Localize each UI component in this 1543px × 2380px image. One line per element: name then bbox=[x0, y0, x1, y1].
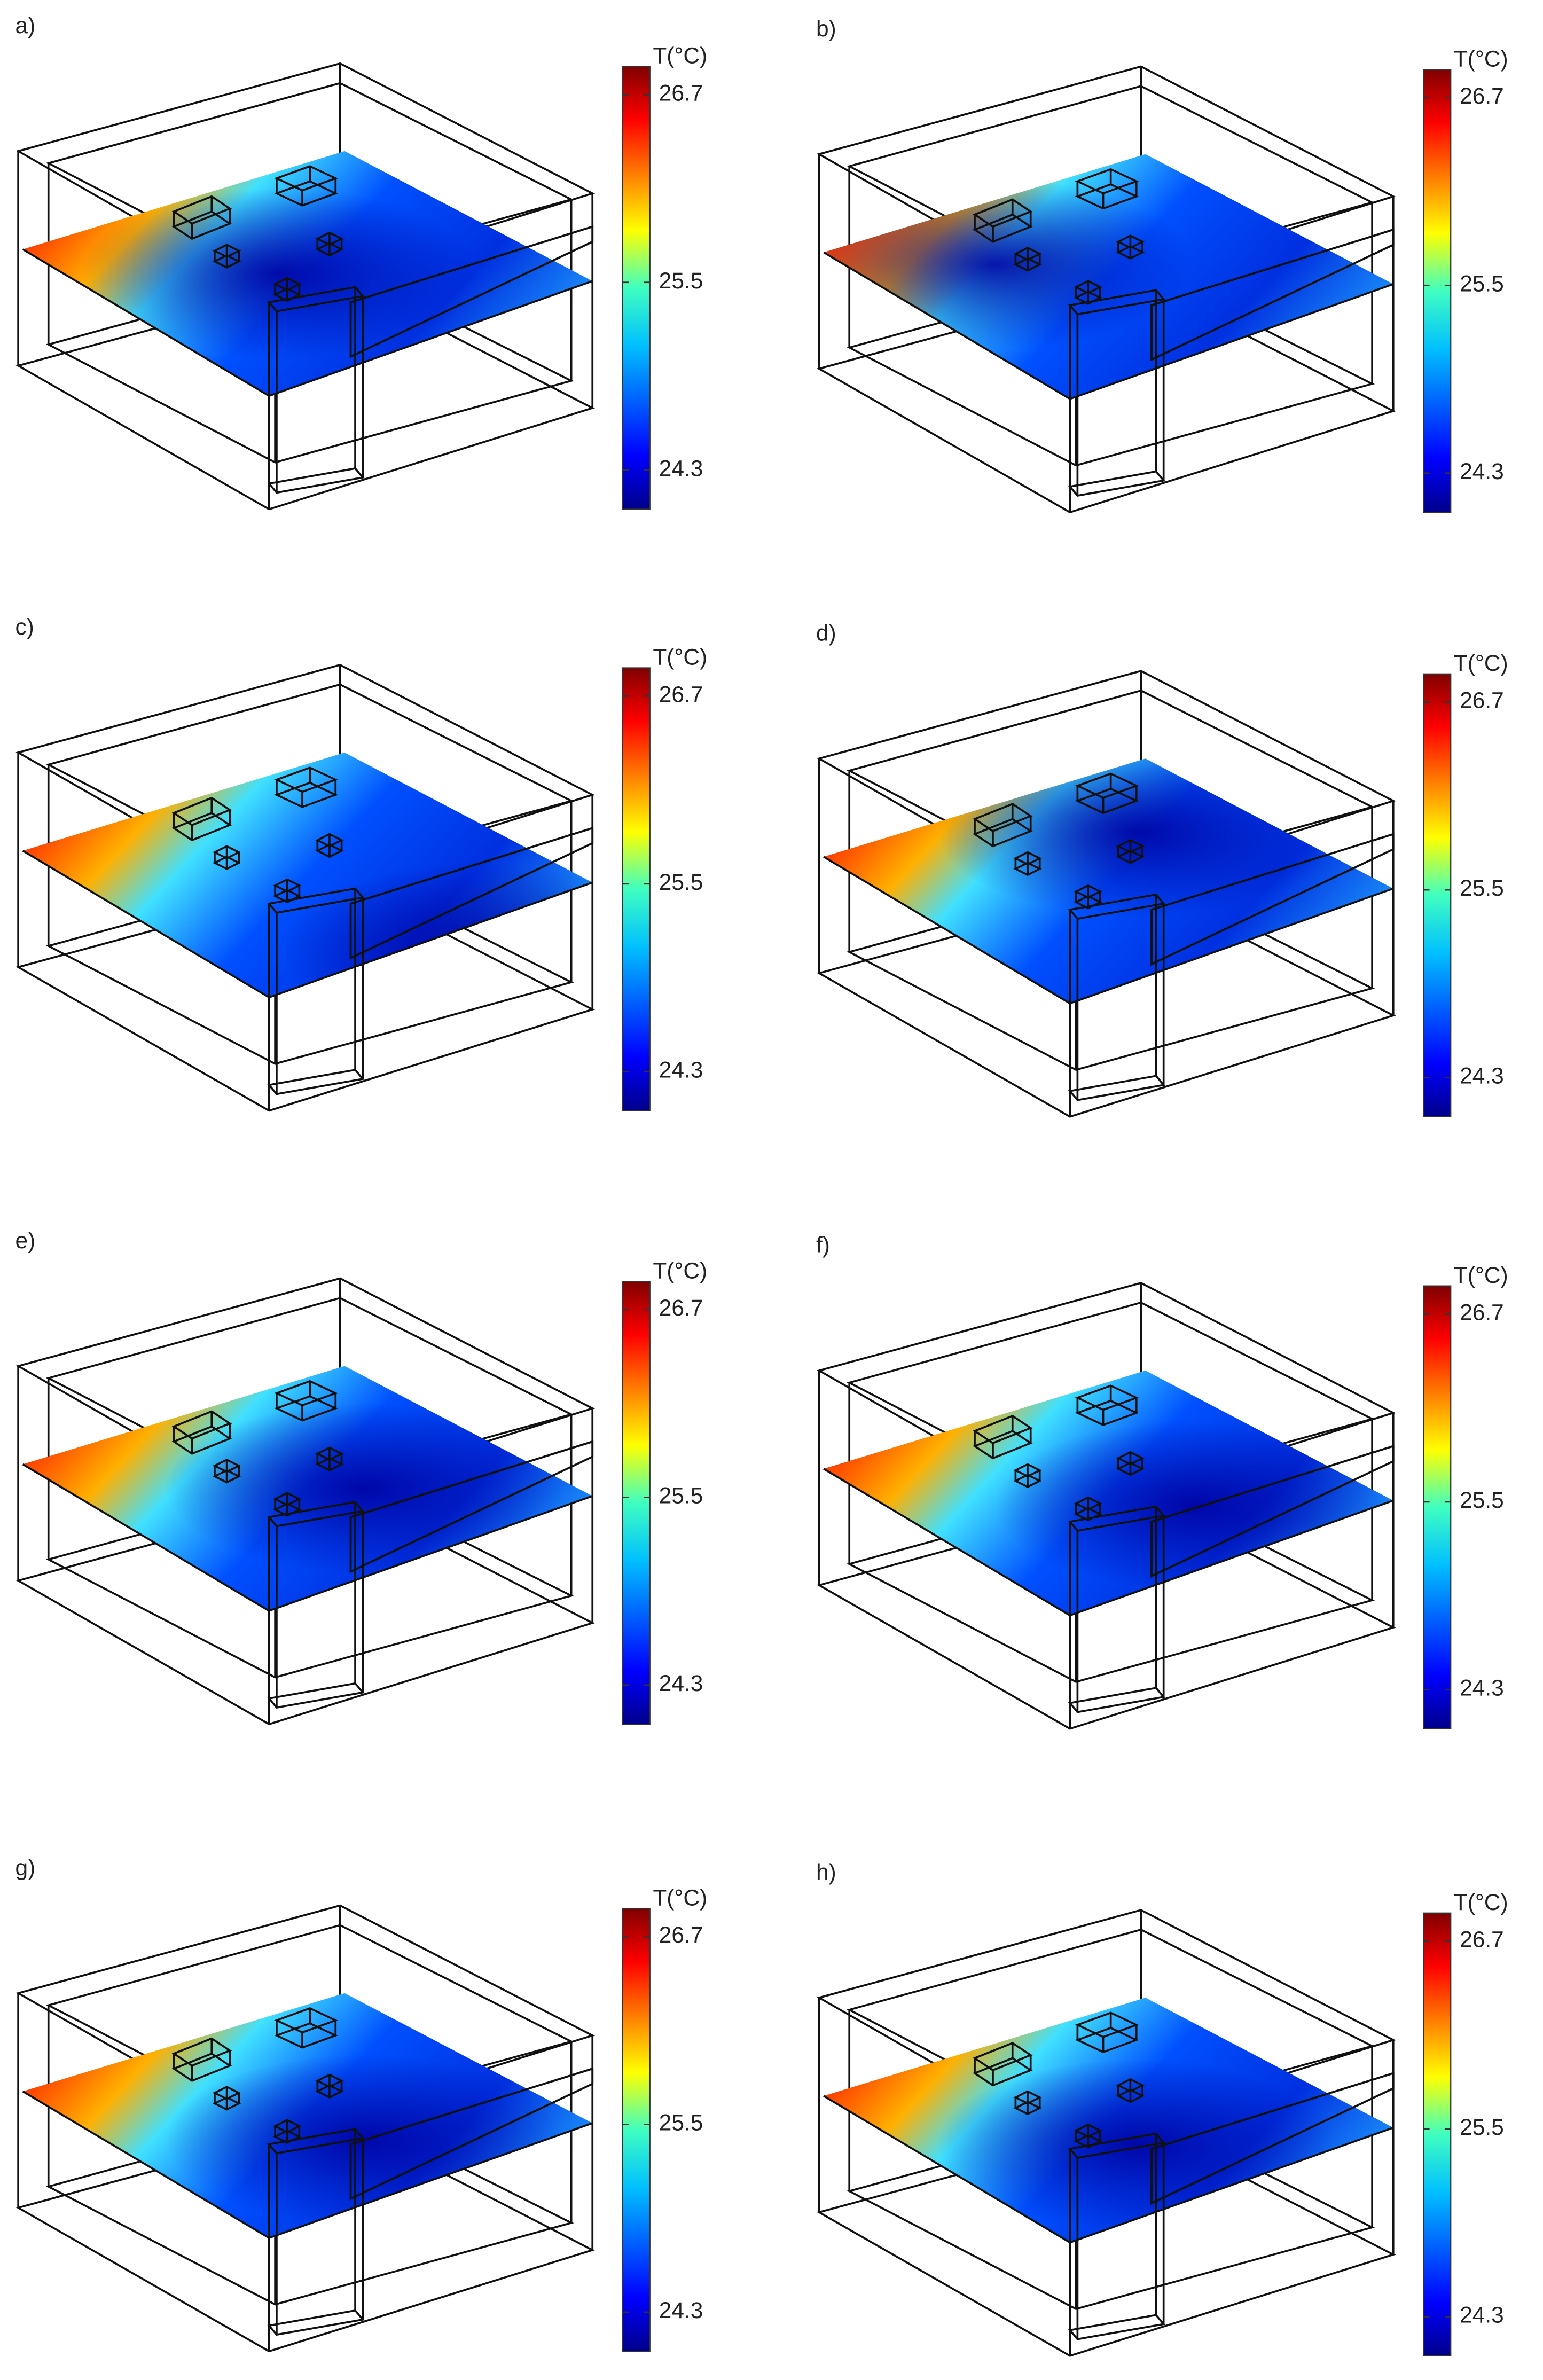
panel: e) T(°C) 26.7 25.5 24.3 bbox=[15, 1228, 707, 1726]
wire-face bbox=[1150, 833, 1395, 966]
colorbar-tick-label: 25.5 bbox=[659, 1483, 703, 1508]
colorbar bbox=[1423, 1912, 1452, 2356]
slice-cold-zone bbox=[824, 1998, 1393, 2243]
colorbar-tick-label: 24.3 bbox=[1460, 459, 1504, 484]
colorbar-title: T(°C) bbox=[1454, 651, 1508, 676]
colorbar-tick-label: 26.7 bbox=[1460, 1300, 1504, 1325]
colorbar-tick-label: 24.3 bbox=[659, 1671, 703, 1696]
colorbar bbox=[1423, 673, 1452, 1117]
wire-face bbox=[1150, 2072, 1395, 2205]
panel: c) T(°C) 26.7 25.5 24.3 bbox=[15, 614, 707, 1112]
panel-label: d) bbox=[816, 620, 836, 645]
colorbar-tick-label: 25.5 bbox=[659, 268, 703, 293]
colorbar-title: T(°C) bbox=[1454, 1890, 1508, 1915]
wire-face bbox=[1068, 1687, 1166, 1713]
wire-face bbox=[349, 826, 594, 960]
colorbar-tick-label: 25.5 bbox=[659, 2110, 703, 2135]
colorbar-title: T(°C) bbox=[653, 645, 707, 670]
panel-label: e) bbox=[15, 1228, 35, 1253]
panel: h) T(°C) 26.7 25.5 24.3 bbox=[816, 1859, 1508, 2357]
panel: g) T(°C) 26.7 25.5 24.3 bbox=[15, 1855, 707, 2353]
slice-cold-zone bbox=[22, 1366, 593, 1611]
colorbar-title: T(°C) bbox=[653, 1885, 707, 1911]
panel: b) T(°C) 26.7 25.5 24.3 bbox=[816, 16, 1508, 514]
wire-face bbox=[1068, 1075, 1166, 1101]
colorbar-tick-label: 25.5 bbox=[1460, 1488, 1504, 1513]
colorbar-tick-label: 25.5 bbox=[659, 870, 703, 895]
colorbar bbox=[622, 1908, 651, 2352]
colorbar-tick-label: 26.7 bbox=[1460, 1927, 1504, 1952]
wire-face bbox=[1068, 1505, 1166, 1532]
wire-face bbox=[349, 225, 594, 358]
panel: f) T(°C) 26.7 25.5 24.3 bbox=[816, 1232, 1508, 1730]
colorbar-tick-label: 24.3 bbox=[659, 456, 703, 481]
slice-cold-zone bbox=[22, 151, 593, 396]
panel-label: c) bbox=[15, 614, 34, 639]
wire-face bbox=[267, 2309, 365, 2336]
colorbar bbox=[622, 1281, 651, 1725]
colorbar-tick-label: 25.5 bbox=[1460, 2115, 1504, 2140]
slice-cold-zone bbox=[22, 1993, 593, 2238]
colorbar-tick-label: 26.7 bbox=[659, 1922, 703, 1947]
colorbar-tick-label: 24.3 bbox=[1460, 1676, 1504, 1701]
wire-face bbox=[1068, 2314, 1166, 2340]
panel-label: a) bbox=[15, 13, 35, 38]
colorbar-tick-label: 24.3 bbox=[1460, 1063, 1504, 1089]
wire-face bbox=[267, 286, 365, 312]
panel-label: g) bbox=[15, 1855, 35, 1880]
slice-cold-zone bbox=[824, 758, 1393, 1004]
colorbar bbox=[622, 667, 651, 1111]
wire-face bbox=[171, 1425, 232, 1455]
panel: a) T(°C) 26.7 25.5 24.3 bbox=[15, 13, 707, 511]
colorbar-title: T(°C) bbox=[1454, 46, 1508, 71]
wire-face bbox=[349, 1440, 594, 1573]
wire-face bbox=[349, 2067, 594, 2201]
wire-face bbox=[267, 467, 365, 494]
wire-face bbox=[1150, 1445, 1395, 1578]
colorbar-tick-label: 24.3 bbox=[659, 1057, 703, 1082]
wire-face bbox=[267, 1682, 365, 1709]
wire-face bbox=[1013, 1474, 1042, 1488]
panel: d) T(°C) 26.7 25.5 24.3 bbox=[816, 620, 1508, 1118]
colorbar-tick-label: 26.7 bbox=[1460, 688, 1504, 713]
panel-label: f) bbox=[816, 1232, 830, 1257]
colorbar-tick-label: 24.3 bbox=[1460, 2303, 1504, 2328]
colorbar-tick-label: 25.5 bbox=[1460, 271, 1504, 296]
colorbar-title: T(°C) bbox=[653, 43, 707, 68]
panel-label: b) bbox=[816, 16, 836, 41]
slice-cold-zone bbox=[22, 752, 593, 998]
colorbar-title: T(°C) bbox=[1454, 1263, 1508, 1288]
panel-label: h) bbox=[816, 1859, 836, 1884]
colorbar-tick-label: 26.7 bbox=[659, 80, 703, 105]
slice-cold-zone bbox=[824, 154, 1393, 399]
wire-face bbox=[1068, 470, 1166, 497]
wire-face bbox=[1150, 228, 1395, 362]
colorbar bbox=[622, 66, 651, 510]
colorbar-tick-label: 26.7 bbox=[659, 1295, 703, 1320]
colorbar-tick-label: 25.5 bbox=[1460, 875, 1504, 901]
wire-face bbox=[267, 1069, 365, 1095]
slice-cold-zone bbox=[824, 1371, 1393, 1616]
colorbar-title: T(°C) bbox=[653, 1258, 707, 1283]
colorbar-tick-label: 26.7 bbox=[1460, 83, 1504, 108]
colorbar bbox=[1423, 69, 1452, 513]
colorbar-tick-label: 26.7 bbox=[659, 682, 703, 707]
colorbar-tick-label: 24.3 bbox=[659, 2298, 703, 2323]
colorbar bbox=[1423, 1285, 1452, 1729]
